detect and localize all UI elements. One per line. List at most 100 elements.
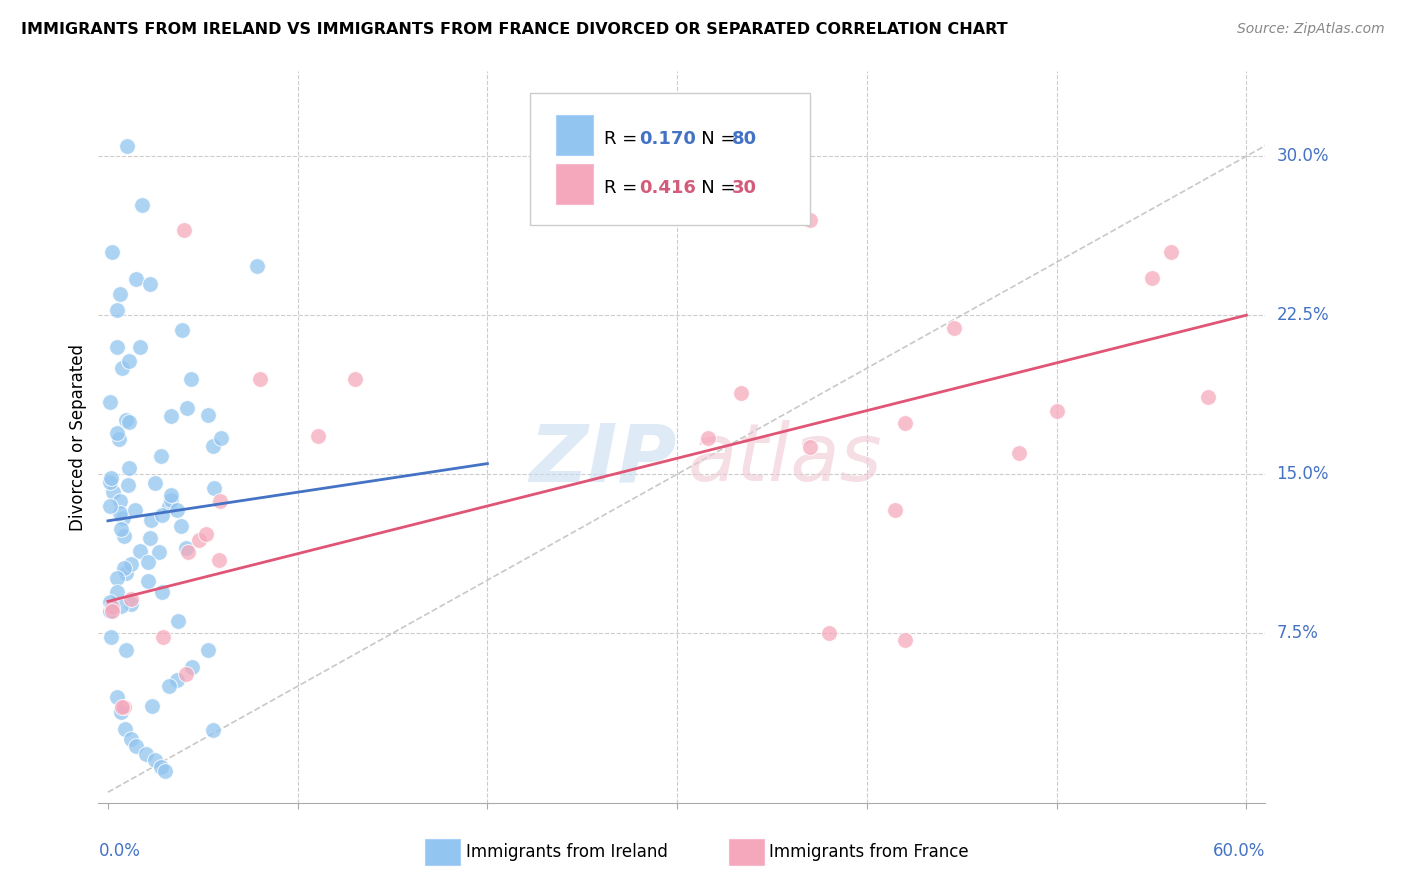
Point	[100, 604, 122, 618]
FancyBboxPatch shape	[728, 839, 763, 865]
Point	[1046, 404, 1069, 418]
Point	[343, 372, 366, 386]
Point	[105, 690, 128, 704]
Point	[105, 426, 128, 441]
Point	[120, 591, 142, 606]
Point	[108, 287, 131, 301]
Text: 30: 30	[733, 179, 756, 197]
Point	[120, 732, 142, 747]
Point	[110, 506, 132, 520]
Text: ZIP: ZIP	[529, 420, 676, 498]
Point	[174, 541, 197, 556]
Point	[201, 723, 224, 737]
Point	[176, 401, 198, 415]
Text: 22.5%: 22.5%	[1277, 306, 1329, 324]
Point	[114, 643, 136, 657]
Point	[799, 440, 821, 454]
Point	[110, 705, 132, 719]
FancyBboxPatch shape	[425, 839, 460, 865]
Point	[208, 493, 231, 508]
Text: N =: N =	[685, 179, 741, 197]
Point	[697, 431, 720, 445]
Point	[883, 503, 905, 517]
Point	[197, 642, 219, 657]
Point	[166, 673, 188, 687]
Point	[135, 747, 157, 761]
Point	[128, 340, 150, 354]
FancyBboxPatch shape	[530, 94, 810, 225]
Y-axis label: Divorced or Separated: Divorced or Separated	[69, 343, 87, 531]
Point	[160, 492, 183, 507]
Point	[114, 700, 136, 714]
Point	[100, 600, 122, 615]
Point	[180, 372, 202, 386]
Text: 60.0%: 60.0%	[1213, 842, 1265, 860]
Point	[149, 450, 172, 464]
Point	[1008, 446, 1031, 460]
Point	[1160, 244, 1182, 259]
Point	[105, 340, 128, 354]
Point	[111, 700, 134, 714]
Point	[894, 632, 917, 647]
Point	[110, 522, 132, 536]
Point	[129, 543, 152, 558]
Point	[118, 354, 141, 368]
Point	[173, 223, 195, 237]
Point	[157, 500, 180, 514]
Text: Immigrants from Ireland: Immigrants from Ireland	[465, 843, 668, 861]
Point	[118, 461, 141, 475]
Text: atlas: atlas	[688, 420, 883, 498]
Point	[111, 361, 134, 376]
Point	[159, 488, 181, 502]
Text: R =: R =	[603, 179, 643, 197]
Point	[172, 323, 194, 337]
Text: 80: 80	[733, 129, 758, 148]
Point	[136, 555, 159, 569]
Point	[124, 503, 146, 517]
Point	[139, 531, 162, 545]
Point	[131, 198, 153, 212]
Point	[98, 475, 121, 489]
Point	[160, 409, 183, 423]
Text: Immigrants from France: Immigrants from France	[769, 843, 969, 861]
Point	[197, 408, 219, 422]
Point	[195, 526, 218, 541]
Point	[150, 508, 173, 522]
Text: 30.0%: 30.0%	[1277, 147, 1329, 165]
Point	[187, 533, 209, 547]
Point	[124, 272, 146, 286]
Point	[177, 545, 200, 559]
Point	[120, 557, 142, 571]
Point	[167, 615, 190, 629]
Text: 0.416: 0.416	[638, 179, 696, 197]
Point	[112, 561, 135, 575]
Point	[98, 499, 121, 513]
Text: 0.170: 0.170	[638, 129, 696, 148]
Point	[249, 372, 271, 386]
Point	[114, 722, 136, 736]
Point	[120, 597, 142, 611]
Point	[110, 599, 132, 614]
Point	[118, 415, 141, 429]
Point	[201, 439, 224, 453]
Point	[143, 476, 166, 491]
Point	[105, 571, 128, 585]
Point	[108, 493, 131, 508]
FancyBboxPatch shape	[555, 164, 593, 204]
Point	[730, 386, 752, 401]
Point	[101, 484, 124, 499]
Point	[181, 660, 204, 674]
Point	[117, 138, 139, 153]
Point	[100, 471, 122, 485]
Point	[136, 574, 159, 588]
Text: Source: ZipAtlas.com: Source: ZipAtlas.com	[1237, 22, 1385, 37]
Text: 7.5%: 7.5%	[1277, 624, 1319, 642]
Point	[159, 679, 181, 693]
Point	[170, 519, 193, 533]
Point	[152, 630, 174, 644]
Point	[209, 431, 232, 445]
Point	[117, 477, 139, 491]
Point	[115, 413, 138, 427]
Point	[1140, 271, 1163, 285]
Point	[1198, 390, 1220, 404]
